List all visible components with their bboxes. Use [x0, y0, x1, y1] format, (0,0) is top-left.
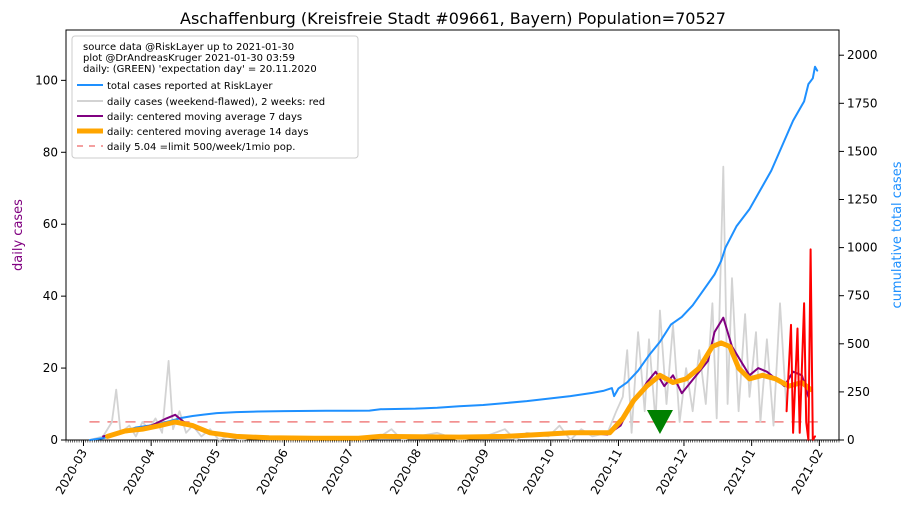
y-right-tick-label: 1500 — [847, 144, 878, 158]
y-left-tick-label: 100 — [35, 73, 58, 87]
y-left-tick-label: 40 — [43, 289, 58, 303]
daily-cases-recent-line — [785, 248, 816, 441]
y-right-tick-label: 0 — [847, 433, 855, 447]
x-tick-label: 2020-11 — [588, 447, 625, 497]
legend-info-line: daily: (GREEN) 'expectation day' = 20.11… — [83, 64, 317, 75]
x-tick-label: 2020-07 — [319, 447, 356, 497]
x-tick-label: 2021-01 — [721, 447, 758, 497]
legend-label-ma14: daily: centered moving average 14 days — [107, 127, 308, 138]
y-right-tick-label: 1000 — [847, 241, 878, 255]
y-left-tick-label: 60 — [43, 217, 58, 231]
x-tick-label: 2020-06 — [254, 447, 291, 497]
ma14-line — [105, 340, 814, 441]
legend-label-daily: daily cases (weekend-flawed), 2 weeks: r… — [107, 97, 325, 108]
legend-label-total: total cases reported at RiskLayer — [107, 81, 273, 92]
legend-label-ma7: daily: centered moving average 7 days — [107, 112, 302, 123]
expectation-day-marker — [646, 410, 673, 435]
y-left-label: daily cases — [11, 199, 26, 271]
legend-info-line: source data @RiskLayer up to 2021-01-30 — [83, 42, 294, 53]
legend-info-line: plot @DrAndreasKruger 2021-01-30 03:59 — [83, 53, 295, 64]
y-right-tick-label: 1250 — [847, 193, 878, 207]
x-tick-label: 2020-08 — [387, 447, 424, 497]
x-tick-label: 2020-03 — [53, 447, 90, 497]
x-tick-label: 2020-12 — [653, 447, 690, 497]
y-right-tick-label: 500 — [847, 337, 870, 351]
y-right-tick-label: 250 — [847, 385, 870, 399]
legend-box — [71, 35, 359, 159]
series-layer — [89, 65, 819, 441]
y-right-tick-label: 2000 — [847, 48, 878, 62]
x-tick-label: 2020-10 — [520, 447, 557, 497]
x-tick-label: 2020-04 — [121, 447, 158, 497]
y-left-tick-label: 0 — [50, 433, 58, 447]
y-right-tick-label: 1750 — [847, 96, 878, 110]
chart-title: Aschaffenburg (Kreisfreie Stadt #09661, … — [180, 9, 726, 28]
x-tick-label: 2020-05 — [186, 447, 223, 497]
y-left-tick-label: 80 — [43, 145, 58, 159]
y-left-tick-label: 20 — [43, 361, 58, 375]
x-tick-label: 2021-02 — [789, 447, 826, 497]
y-right-tick-label: 750 — [847, 289, 870, 303]
total-cases-line — [89, 65, 819, 441]
legend: source data @RiskLayer up to 2021-01-30 … — [71, 35, 359, 159]
y-right-label: cumulative total cases — [890, 161, 905, 308]
x-tick-label: 2020-09 — [455, 447, 492, 497]
legend-label-limit: daily 5.04 =limit 500/week/1mio pop. — [107, 142, 295, 153]
